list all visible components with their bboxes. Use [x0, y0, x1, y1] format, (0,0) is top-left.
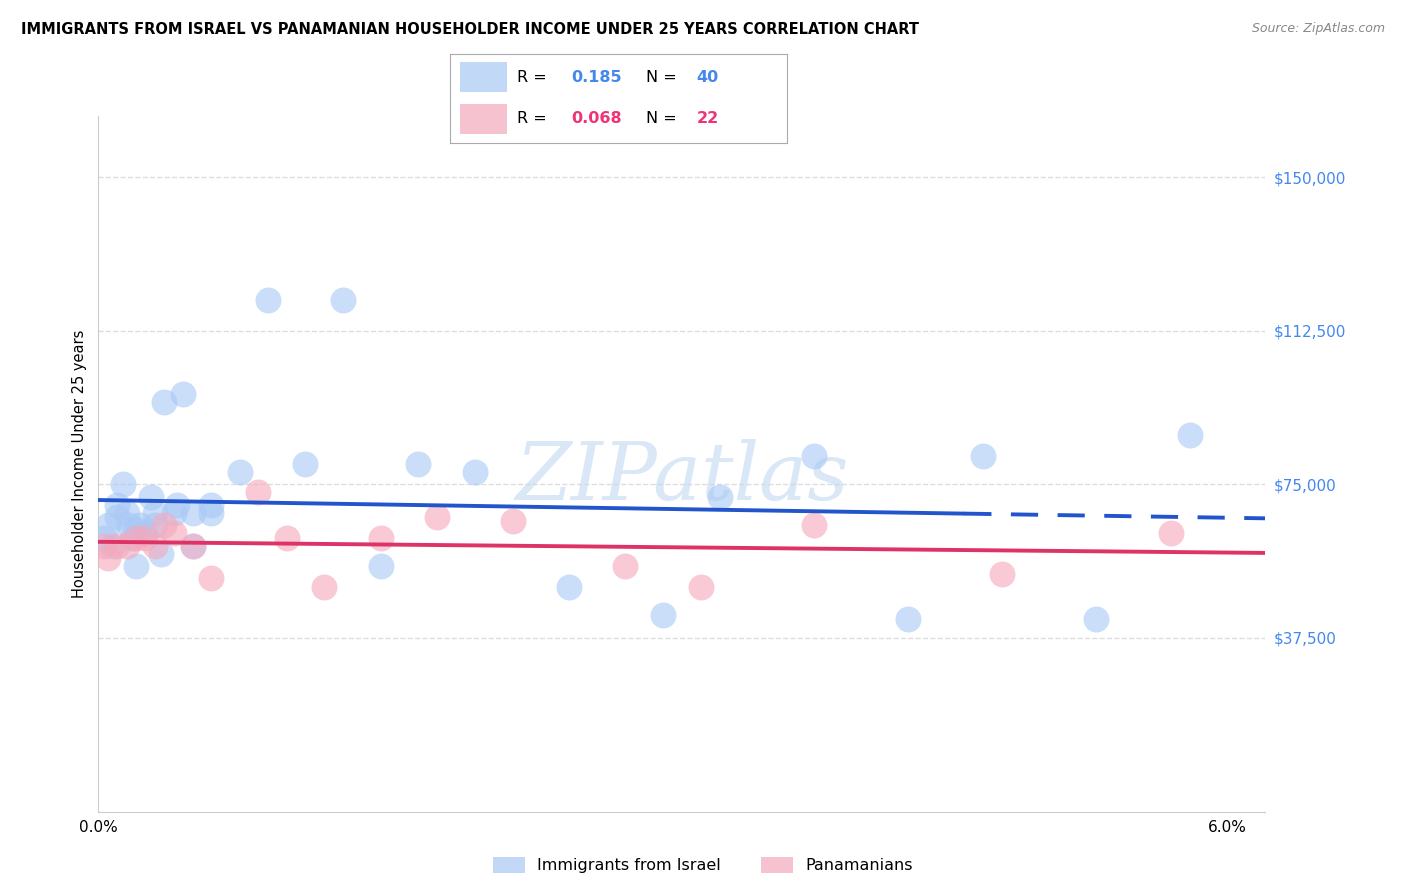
Point: [139, 490, 162, 504]
FancyBboxPatch shape: [460, 62, 508, 92]
Point: [709, 490, 731, 504]
Text: 40: 40: [696, 70, 718, 85]
Point: [93, 531, 115, 545]
Text: 0.068: 0.068: [571, 112, 621, 126]
Point: [121, 531, 143, 545]
Point: [294, 457, 316, 471]
Point: [803, 449, 825, 463]
Text: IMMIGRANTS FROM ISRAEL VS PANAMANIAN HOUSEHOLDER INCOME UNDER 25 YEARS CORRELATI: IMMIGRANTS FROM ISRAEL VS PANAMANIAN HOU…: [21, 22, 920, 37]
Point: [111, 477, 134, 491]
Point: [93, 539, 115, 553]
Point: [153, 395, 176, 409]
Point: [332, 293, 354, 307]
Text: N =: N =: [645, 112, 682, 126]
Point: [134, 526, 156, 541]
Legend: Immigrants from Israel, Panamanians: Immigrants from Israel, Panamanians: [486, 850, 920, 880]
Point: [181, 506, 204, 520]
Point: [228, 465, 250, 479]
Point: [181, 539, 204, 553]
Point: [200, 506, 222, 520]
Point: [972, 449, 994, 463]
Point: [200, 571, 222, 585]
Point: [125, 559, 148, 574]
Point: [1178, 428, 1201, 442]
Point: [370, 531, 392, 545]
Point: [143, 506, 166, 520]
Point: [163, 526, 186, 541]
Point: [247, 485, 270, 500]
Point: [149, 547, 172, 561]
Point: [256, 293, 278, 307]
Text: ZIPatlas: ZIPatlas: [515, 439, 849, 516]
Point: [803, 518, 825, 533]
Point: [897, 612, 920, 626]
FancyBboxPatch shape: [460, 104, 508, 134]
Point: [134, 531, 156, 545]
Point: [163, 506, 186, 520]
Point: [105, 498, 128, 512]
Point: [200, 498, 222, 512]
Point: [370, 559, 392, 574]
Point: [105, 510, 128, 524]
Text: 0.185: 0.185: [571, 70, 621, 85]
Point: [614, 559, 637, 574]
Point: [117, 518, 139, 533]
Point: [115, 506, 138, 520]
Point: [689, 580, 711, 594]
Point: [181, 539, 204, 553]
Point: [153, 518, 176, 533]
Text: R =: R =: [517, 112, 553, 126]
Y-axis label: Householder Income Under 25 years: Householder Income Under 25 years: [72, 330, 87, 598]
Point: [426, 510, 449, 524]
Point: [408, 457, 430, 471]
Point: [97, 551, 120, 566]
Point: [128, 518, 150, 533]
Text: N =: N =: [645, 70, 682, 85]
Point: [464, 465, 486, 479]
Point: [166, 498, 188, 512]
Point: [125, 531, 148, 545]
Point: [1160, 526, 1182, 541]
Point: [115, 539, 138, 553]
Text: Source: ZipAtlas.com: Source: ZipAtlas.com: [1251, 22, 1385, 36]
Point: [991, 567, 1014, 582]
Text: R =: R =: [517, 70, 553, 85]
Text: 22: 22: [696, 112, 718, 126]
Point: [314, 580, 336, 594]
Point: [276, 531, 298, 545]
Point: [97, 518, 120, 533]
Point: [172, 387, 194, 401]
Point: [125, 522, 148, 536]
Point: [652, 608, 675, 623]
Point: [105, 539, 128, 553]
Point: [143, 539, 166, 553]
Point: [502, 514, 524, 528]
Point: [1085, 612, 1108, 626]
Point: [100, 539, 122, 553]
Point: [143, 518, 166, 533]
Point: [558, 580, 581, 594]
